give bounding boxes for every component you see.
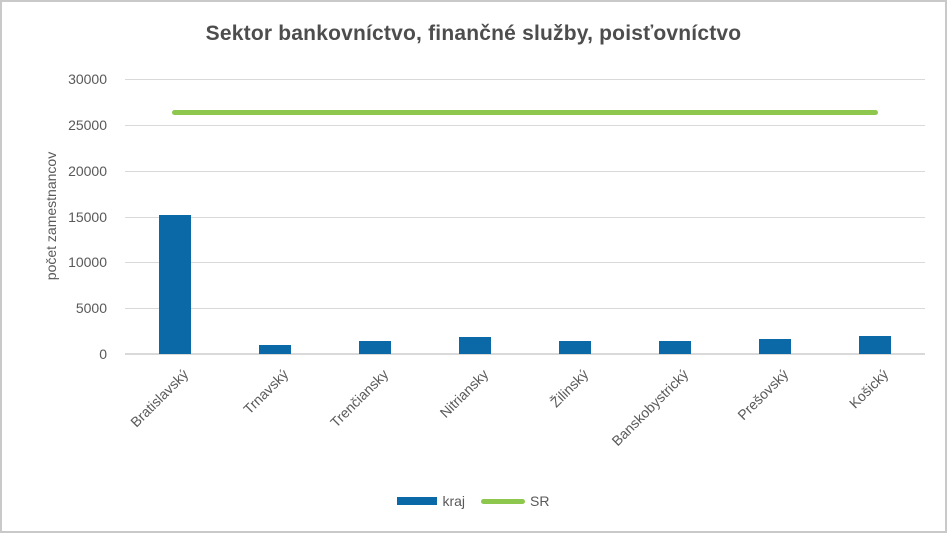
y-tick-label: 0 [99,346,107,362]
y-tick-label: 5000 [75,300,107,317]
x-label-bratislavský: Bratislavský [127,366,192,431]
bar-banskobystrický [659,340,691,354]
x-label-prešovský: Prešovský [734,366,792,423]
bar-košický [859,336,891,354]
legend: kraj SR [2,493,945,509]
bar-trenčiansky [359,341,391,354]
bar-nitriansky [459,336,491,354]
sr-line-swatch-icon [481,498,526,504]
gridline [125,124,925,126]
bar-prešovský [759,338,791,354]
gridline [125,79,925,80]
gridline [125,262,925,264]
x-label-nitriansky: Nitriansky [436,366,492,421]
x-label-košický: Košický [845,366,892,412]
chart-title: Sektor bankovníctvo, finančné služby, po… [205,22,742,45]
gridline [125,170,925,172]
bar-bratislavský [159,214,191,354]
x-label-žilinský: Žilinský [546,366,592,411]
x-label-trenčiansky: Trenčiansky [327,366,392,431]
legend-label-sr: SR [530,493,550,509]
legend-item-sr: SR [481,493,550,509]
y-tick-label: 30000 [68,71,107,87]
y-tick-label: 20000 [68,162,107,179]
kraj-bar-swatch-icon [397,497,438,505]
x-label-banskobystrický: Banskobystrický [608,366,692,449]
y-tick-label: 15000 [68,208,107,225]
legend-label-kraj: kraj [442,493,466,509]
bar-trnavský [259,344,291,354]
y-tick-label: 25000 [68,116,107,133]
y-tick-label: 10000 [68,254,107,271]
legend-item-kraj: kraj [397,493,465,509]
x-label-trnavský: Trnavský [240,366,292,418]
bar-žilinský [559,340,591,354]
gridline [125,308,925,310]
sr-reference-line [172,110,878,116]
gridline [125,216,925,218]
x-axis-line [125,353,925,355]
